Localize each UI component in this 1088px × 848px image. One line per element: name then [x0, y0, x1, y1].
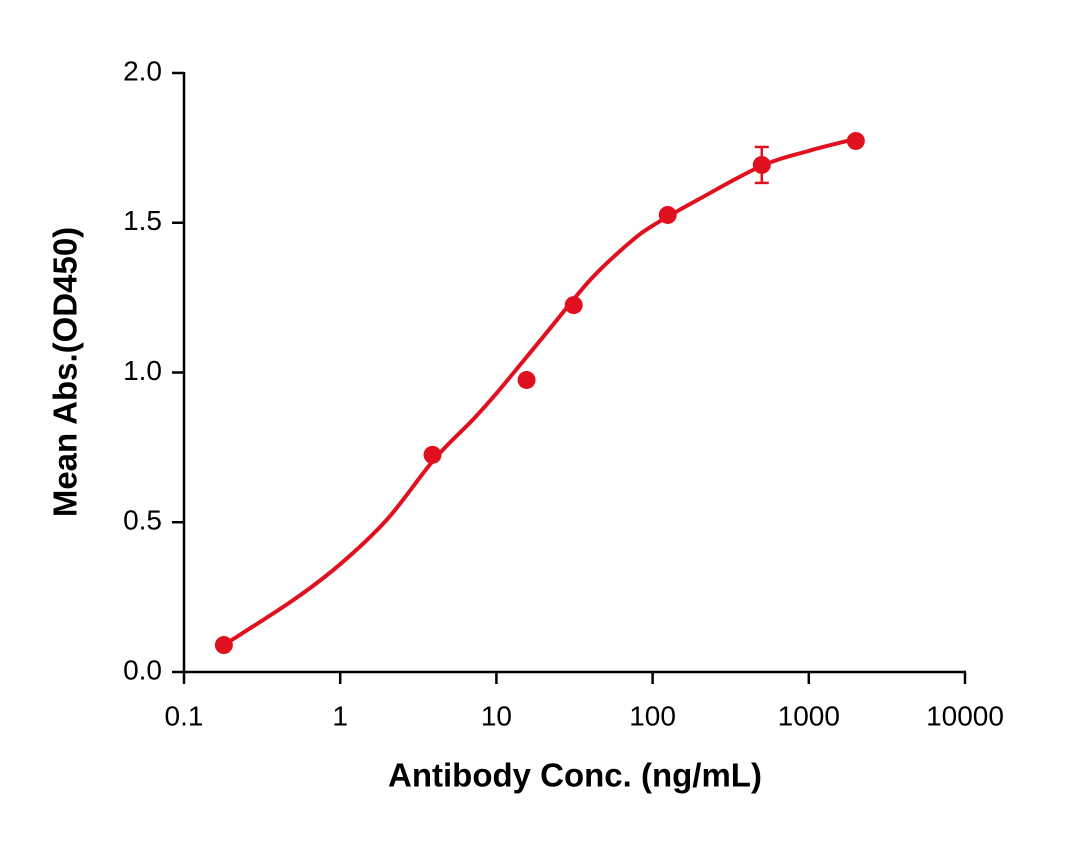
- data-point: [423, 445, 442, 464]
- y-axis-title: Mean Abs.(OD450): [47, 227, 84, 517]
- x-tick-label: 0.1: [165, 700, 204, 731]
- x-tick-label: 10: [481, 700, 512, 731]
- y-tick-label: 0.5: [123, 505, 162, 536]
- x-axis-title: Antibody Conc. (ng/mL): [388, 757, 762, 794]
- fit-curve: [222, 136, 857, 647]
- data-point: [564, 296, 583, 315]
- x-tick-label: 10000: [926, 700, 1004, 731]
- x-tick-label: 1000: [778, 700, 840, 731]
- x-tick-label: 100: [629, 700, 676, 731]
- y-tick-label: 1.5: [123, 205, 162, 236]
- data-point: [846, 131, 865, 150]
- data-point: [517, 370, 536, 389]
- y-tick-label: 0.0: [123, 654, 162, 685]
- y-tick-label: 1.0: [123, 355, 162, 386]
- x-tick-label: 1: [332, 700, 348, 731]
- y-tick-label: 2.0: [123, 55, 162, 86]
